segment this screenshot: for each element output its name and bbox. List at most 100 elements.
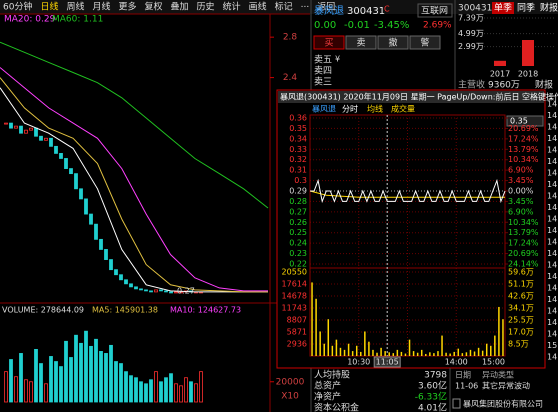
fund-value: 3.60亿 [418,380,447,392]
ma-line [0,77,268,293]
revenue-label: 主营收 [458,79,485,91]
trade-button-label[interactable]: 撤 [388,37,397,49]
volume-bar [64,340,68,403]
candle [89,213,93,225]
order-book-label: 卖五 [314,55,332,66]
y-tick-label: 0.27 [289,207,307,216]
volume-bar [149,379,153,403]
y2-tick-label: 10.34% [508,155,539,164]
toolbar-item[interactable]: 日线 [40,1,58,13]
y-tick-label: 0.24 [289,239,307,248]
candle [129,283,133,288]
toolbar-item[interactable]: 叠加 [171,2,189,13]
volume-bar [164,377,168,403]
popup [276,89,546,369]
candle [159,289,163,292]
candle [134,286,138,290]
order-book-label: 卖三 [314,77,332,88]
y-tick-label: 7.39万 [458,13,484,22]
y2-tick-label: 42.6万 [508,292,534,301]
y-tick-label: 0.35 [289,124,307,133]
tab-bg[interactable] [492,2,514,14]
finance-tab[interactable]: 财报 [540,2,558,14]
side-time: 14 [547,238,557,247]
trade-button-label[interactable]: 买 [324,38,333,49]
candle [124,279,128,285]
toolbar-item[interactable]: 月线 [92,1,110,13]
popup-tab[interactable]: 均线 [367,104,383,114]
y2-tick-label: 0.00% [508,187,534,196]
vol-label: VOLUME: 278644.09 [2,306,84,315]
volume-bar [34,348,38,403]
volume-bar [194,383,198,403]
candle [9,122,13,129]
finance-code: 300431 [458,4,492,14]
candle [69,168,73,175]
side-time: 14 [547,134,557,143]
y2-tick-label: 20.69% [508,249,539,258]
volume-bar [74,334,78,403]
toolbar-item[interactable]: 60分钟 [3,1,32,13]
trade-button[interactable] [409,35,441,50]
change: -0.01 [344,20,370,31]
finance-tab[interactable]: 单季 [494,2,512,14]
popup-title: 暴风退(300431) 2020年11月09日 星期一 PageUp/Down:… [280,92,558,102]
bar [522,40,534,66]
volume-bar [14,376,18,403]
ma-line [0,67,268,292]
candle [109,259,113,271]
volume-bar [104,353,108,403]
y-tick-label: 2.8 [283,33,298,43]
toolbar-item[interactable]: 周线 [66,1,84,13]
currency: ¥ [335,55,340,64]
side-time: 14 [547,261,557,270]
candle [169,291,173,294]
trade-button-label[interactable]: 卖 [356,38,365,49]
y2-tick-label: 6.90% [508,207,534,216]
trade-button[interactable] [377,35,409,50]
price-box-label: 0.35 [510,117,528,126]
trade-button[interactable] [345,35,377,50]
side-time: 14 [547,226,557,235]
volume-bar [144,383,148,403]
volume-bar [199,371,203,403]
report-link[interactable]: 财报 [535,79,553,91]
ma-line [0,41,269,209]
trade-button-label[interactable]: 警 [420,37,429,49]
toolbar-item[interactable]: 统计 [223,1,241,13]
ma-label: MA20: 0.29 [4,15,56,25]
volume-bar [179,385,183,403]
side-time: 14 [547,157,557,166]
y-tick-label: 0.32 [289,155,307,164]
volume-bar [109,344,113,403]
toolbar-item[interactable]: 历史 [197,1,215,13]
toolbar-item[interactable]: ··· [301,3,310,13]
toolbar-item[interactable]: 更多 [119,1,137,13]
candle [144,289,148,292]
finance-tab[interactable]: 同季 [517,2,535,14]
x-tick-label: 10:30 [347,358,370,367]
industry-pct: 2.69% [423,21,452,31]
candle [44,137,48,141]
y-tick-label: 11743 [282,303,307,312]
company-name: 暴风集团股份有限公司 [463,399,543,409]
y-tick-label: 4.99万 [458,29,484,38]
candle [174,291,178,294]
candle [99,238,103,250]
unit-label: X10 [281,392,299,402]
side-time: 14 [547,111,557,120]
toolbar-item[interactable]: 画线 [249,1,267,13]
toolbar-item[interactable]: 复权 [145,1,163,13]
y-tick-label: 0.36 [289,114,307,123]
volume-bar [139,381,143,403]
popup-tab[interactable]: 分时 [342,104,358,114]
volume-bar [69,357,73,403]
industry: 互联网 [421,6,448,17]
popup-tab[interactable]: 成交量 [391,104,415,114]
toolbar-item[interactable]: 返回 [317,1,335,13]
toolbar-item[interactable]: 标记 [275,1,293,13]
bar [494,60,506,66]
trade-button[interactable] [313,35,345,50]
fund-value: 4.01亿 [418,402,447,412]
